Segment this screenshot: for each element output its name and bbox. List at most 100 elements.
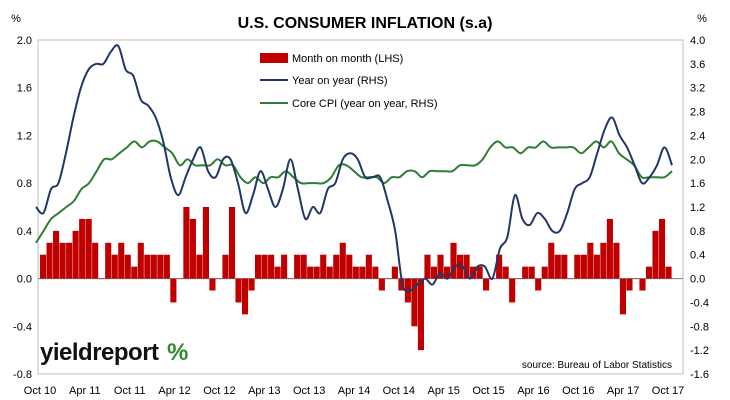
mom-bar: [98, 278, 105, 280]
left-axis: 2.0 1.6 1.2 0.8 0.4 0.0 -0.4 -0.8: [13, 35, 32, 381]
right-tick-label: 3.2: [690, 83, 705, 95]
x-tick-label: Oct 15: [472, 385, 504, 397]
brand-text: yieldreport: [40, 339, 159, 366]
x-tick-label: Oct 16: [562, 385, 594, 397]
x-tick-label: Oct 17: [652, 385, 684, 397]
legend-label: Core CPI (year on year, RHS): [292, 98, 438, 110]
mom-bar: [196, 254, 203, 279]
x-tick-label: Apr 15: [428, 385, 460, 397]
mom-bar: [170, 278, 177, 303]
mom-bar: [463, 254, 470, 279]
mom-bar: [333, 254, 340, 279]
mom-bar: [79, 218, 86, 279]
mom-bar: [424, 254, 431, 279]
right-tick-label: -0.4: [690, 297, 709, 309]
mom-bar: [574, 254, 581, 279]
left-tick-label: 0.8: [17, 178, 32, 190]
mom-bar: [496, 254, 503, 279]
mom-bar: [619, 278, 626, 315]
x-tick-label: Apr 13: [248, 385, 280, 397]
mom-bar: [72, 230, 79, 279]
x-tick-label: Oct 13: [293, 385, 325, 397]
mom-bar: [378, 278, 385, 291]
mom-bar: [40, 254, 47, 279]
mom-bar: [163, 254, 170, 279]
right-tick-label: 1.6: [690, 178, 705, 190]
left-tick-label: 0.4: [17, 226, 32, 238]
mom-bar: [372, 266, 379, 279]
yoy-line: [35, 44, 673, 293]
mom-bar: [665, 266, 672, 279]
x-tick-label: Apr 11: [69, 385, 101, 397]
mom-bar: [509, 278, 516, 303]
right-tick-label: 1.2: [690, 202, 705, 214]
left-tick-label: -0.8: [13, 369, 32, 381]
mom-bar: [124, 254, 131, 279]
right-tick-label: -1.2: [690, 345, 709, 357]
left-tick-label: 1.6: [17, 83, 32, 95]
mom-bar: [105, 242, 112, 279]
mom-bar: [294, 254, 301, 279]
mom-bar: [359, 266, 366, 279]
mom-bar: [300, 254, 307, 279]
legend-swatch-mom: [260, 53, 288, 63]
left-tick-label: -0.4: [13, 321, 32, 333]
right-tick-label: 2.0: [690, 154, 705, 166]
mom-bar: [313, 266, 320, 279]
mom-bar: [548, 242, 555, 279]
mom-bar: [502, 266, 509, 279]
mom-bar: [476, 266, 483, 279]
plot-area: [37, 39, 684, 375]
brand-logo: yieldreport %: [40, 339, 188, 366]
mom-bar: [365, 254, 372, 279]
mom-bar: [261, 254, 268, 279]
mom-bar: [92, 242, 99, 279]
mom-bar: [326, 266, 333, 279]
mom-bar: [228, 207, 236, 279]
mom-bar: [483, 278, 490, 291]
left-tick-label: 0.0: [17, 274, 32, 286]
right-tick-label: 0.4: [690, 250, 705, 262]
x-tick-label: Apr 14: [338, 385, 370, 397]
mom-bar: [567, 278, 574, 280]
mom-bar: [85, 218, 92, 279]
mom-bar: [587, 242, 594, 279]
core-cpi-line: [35, 139, 673, 244]
x-tick-label: Apr 12: [158, 385, 190, 397]
mom-bar: [580, 254, 587, 279]
mom-bar: [131, 266, 138, 279]
mom-bar: [241, 278, 249, 315]
mom-bar: [652, 230, 659, 279]
mom-bar: [417, 278, 425, 351]
mom-bar: [59, 242, 66, 279]
mom-bars: [40, 207, 672, 351]
mom-bar: [268, 254, 275, 279]
mom-bar: [352, 266, 359, 279]
plot-border: [37, 39, 684, 375]
mom-bar: [398, 278, 405, 291]
right-tick-label: 0.0: [690, 274, 705, 286]
legend-label: Month on month (LHS): [292, 53, 403, 65]
mom-bar: [456, 254, 464, 279]
mom-bar: [137, 242, 144, 279]
mom-bar: [541, 266, 548, 279]
mom-bar: [535, 278, 542, 291]
right-axis: 4.0 3.6 3.2 2.8 2.4 2.0 1.6 1.2 0.8 0.4 0.0 -0.4 -0.…: [690, 35, 709, 381]
mom-bar: [385, 278, 392, 280]
mom-bar: [391, 266, 398, 279]
mom-bar: [606, 218, 613, 279]
x-tick-label: Oct 14: [383, 385, 415, 397]
x-axis: Oct 10 Apr 11 Oct 11 Apr 12 Oct 12 Apr 13 Oct …: [24, 385, 684, 397]
mom-bar: [639, 278, 646, 291]
legend: Month on month (LHS) Year on year (RHS) Co…: [260, 53, 438, 110]
mom-bar: [430, 266, 438, 279]
right-tick-label: 2.4: [690, 130, 705, 142]
mom-bar: [222, 254, 229, 279]
mom-bar: [320, 254, 327, 279]
x-tick-label: Apr 17: [607, 385, 639, 397]
mom-bar: [437, 254, 444, 279]
mom-bar: [307, 266, 314, 279]
right-axis-unit: %: [697, 13, 707, 25]
mom-bar: [522, 266, 529, 279]
mom-bar: [255, 254, 262, 279]
